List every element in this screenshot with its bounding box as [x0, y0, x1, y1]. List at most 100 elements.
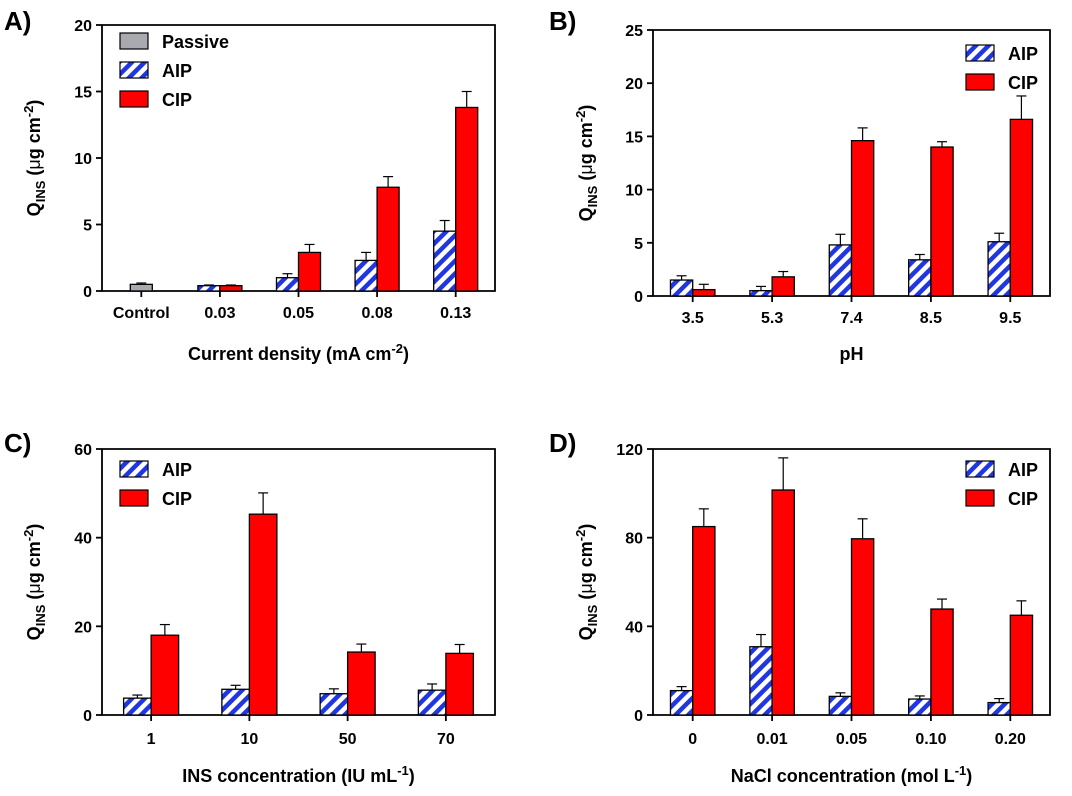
- bar-aip: [417, 689, 447, 716]
- bar-cip: [692, 525, 716, 716]
- legend-swatch-cip: [119, 90, 149, 108]
- bar-cip: [150, 634, 180, 716]
- x-tick-label: Control: [113, 305, 170, 322]
- bar-passive: [129, 283, 153, 292]
- bar-aip: [987, 701, 1011, 716]
- y-tick-label: 5: [83, 218, 92, 235]
- x-tick-label: 0.03: [204, 305, 235, 322]
- bar-cip: [771, 276, 795, 297]
- x-axis-label: Current density (mA cm-2): [188, 341, 409, 364]
- y-axis-label: QINS (μg cm-2): [21, 100, 48, 217]
- legend-label-aip: AIP: [162, 61, 192, 81]
- x-axis-label: pH: [840, 344, 864, 364]
- legend-swatch-passive: [119, 32, 149, 50]
- bar-aip: [275, 277, 300, 292]
- x-tick-label: 0.08: [362, 305, 393, 322]
- bar-aip: [197, 285, 221, 292]
- bar-cip: [692, 288, 716, 297]
- bar-cip: [771, 489, 795, 716]
- legend-swatch-aip: [119, 61, 149, 79]
- y-axis-label: QINS (μg cm-2): [573, 105, 600, 222]
- bar-cip: [930, 146, 954, 297]
- bar-aip: [122, 697, 152, 716]
- x-tick-label: 70: [437, 731, 455, 748]
- x-tick-label: 0.05: [283, 305, 314, 322]
- y-tick-label: 5: [634, 236, 643, 253]
- panel-label: D): [549, 428, 576, 458]
- legend-swatch-aip: [965, 460, 995, 478]
- bar-aip: [828, 244, 853, 297]
- bar-cip: [455, 106, 479, 292]
- y-tick-label: 60: [74, 442, 92, 459]
- x-tick-label: 0.10: [915, 731, 946, 748]
- y-tick-label: 0: [634, 708, 643, 725]
- bar-aip: [354, 259, 378, 292]
- bar-cip: [376, 186, 400, 292]
- bar-cip: [930, 608, 954, 716]
- y-tick-label: 0: [83, 284, 92, 301]
- y-tick-label: 15: [74, 85, 92, 102]
- y-tick-label: 10: [625, 183, 643, 200]
- legend-label-aip: AIP: [162, 460, 192, 480]
- bar-cip: [346, 651, 376, 716]
- x-tick-label: 0.05: [836, 731, 867, 748]
- bar-aip: [908, 259, 932, 297]
- legend-swatch-cip: [965, 489, 995, 507]
- x-tick-label: 0: [688, 731, 697, 748]
- x-tick-label: 5.3: [761, 310, 783, 327]
- legend-swatch-cip: [965, 73, 995, 91]
- chart-panel-2: B) 0 5 10 15 20 25 3.5 5.3 7.4 8.5 9.5 AIP CIP pH QINS …: [549, 6, 1051, 364]
- y-tick-label: 0: [83, 708, 92, 725]
- legend-label-aip: AIP: [1008, 44, 1038, 64]
- x-axis-label: INS concentration (IU mL-1): [182, 763, 415, 786]
- chart-panel-1: A) 0 5 10 15 20 Control 0.03 0.05 0.08 0.13 Passive…: [4, 6, 496, 364]
- x-tick-label: 7.4: [840, 310, 862, 327]
- bar-cip: [248, 513, 278, 716]
- y-tick-label: 20: [74, 18, 92, 35]
- y-axis-label: QINS (μg cm-2): [21, 524, 48, 641]
- y-tick-label: 0: [634, 289, 643, 306]
- legend-swatch-aip: [965, 44, 995, 62]
- y-tick-label: 40: [625, 619, 643, 636]
- x-tick-label: 1: [147, 731, 156, 748]
- bar-cip: [219, 285, 243, 292]
- y-tick-label: 25: [625, 23, 643, 40]
- x-axis-label: NaCl concentration (mol L-1): [731, 763, 973, 786]
- y-tick-label: 20: [625, 76, 643, 93]
- y-tick-label: 40: [74, 531, 92, 548]
- legend-label-passive: Passive: [162, 32, 229, 52]
- legend-label-cip: CIP: [162, 90, 192, 110]
- bar-aip: [669, 279, 694, 297]
- y-tick-label: 120: [616, 442, 643, 459]
- chart-panel-3: C) 0 20 40 60 1 10 50 70 AIP CIP INS concentration …: [4, 428, 496, 786]
- bar-cip: [850, 538, 875, 716]
- bar-aip: [433, 230, 457, 292]
- bar-cip: [445, 652, 475, 716]
- x-tick-label: 0.01: [757, 731, 788, 748]
- bar-aip: [749, 290, 773, 297]
- y-tick-label: 15: [625, 129, 643, 146]
- legend-swatch-aip: [119, 460, 149, 478]
- legend-label-cip: CIP: [1008, 489, 1038, 509]
- panel-label: B): [549, 6, 576, 36]
- bar-cip: [850, 140, 875, 297]
- x-tick-label: 10: [240, 731, 258, 748]
- x-tick-label: 8.5: [920, 310, 942, 327]
- bar-cip: [1009, 614, 1034, 716]
- x-tick-label: 0.20: [995, 731, 1026, 748]
- bar-aip: [749, 646, 773, 716]
- bar-aip: [319, 693, 349, 716]
- bar-aip: [828, 695, 853, 716]
- y-tick-label: 10: [74, 151, 92, 168]
- legend-swatch-cip: [119, 489, 149, 507]
- legend-label-cip: CIP: [162, 489, 192, 509]
- bar-aip: [669, 689, 694, 716]
- panel-label: A): [4, 6, 31, 36]
- bar-cip: [1009, 118, 1034, 297]
- chart-panel-4: D) 0 40 80 120 0 0.01 0.05 0.10 0.20 AIP CIP NaCl co…: [549, 428, 1051, 786]
- x-tick-label: 50: [339, 731, 357, 748]
- bar-aip: [987, 241, 1011, 297]
- plot-frame: [101, 24, 496, 292]
- bar-aip: [221, 688, 251, 716]
